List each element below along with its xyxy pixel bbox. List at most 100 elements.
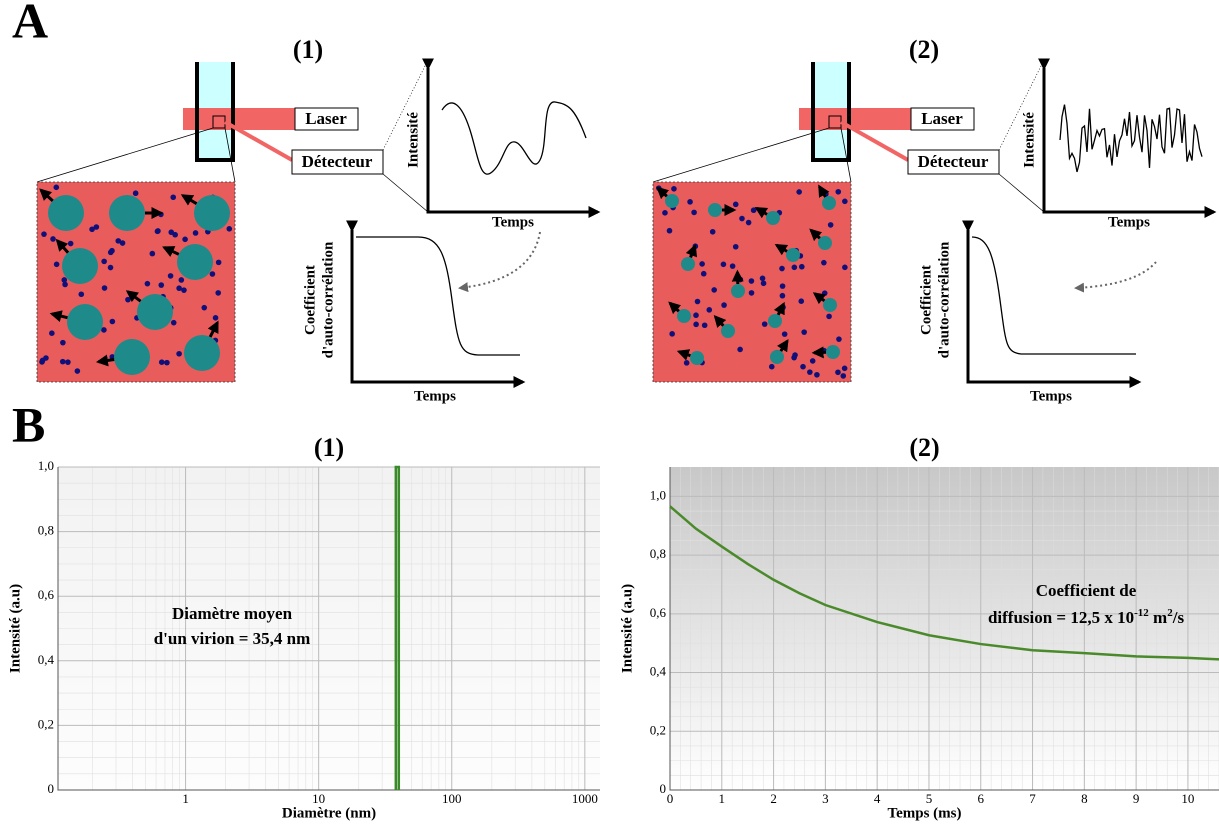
y-tick-label: 0	[48, 781, 55, 796]
diagram-title: (2)	[909, 35, 939, 64]
particle	[731, 284, 745, 298]
solvent-molecule	[796, 189, 802, 195]
annotation-part: m	[1149, 608, 1167, 627]
solvent-molecule	[748, 290, 755, 296]
solvent-molecule	[706, 307, 713, 313]
motion-arrow	[668, 301, 682, 315]
solvent-molecule	[821, 290, 828, 296]
solvent-molecule	[178, 277, 185, 283]
axes	[1038, 58, 1217, 218]
particle	[818, 236, 832, 250]
particle	[109, 195, 145, 231]
solvent-molecule	[800, 363, 806, 370]
laser-box	[910, 107, 975, 131]
motion-arrow	[39, 188, 54, 202]
particle	[62, 248, 98, 284]
motion-arrow	[773, 301, 785, 316]
axis-label: Coefficient	[302, 265, 318, 335]
solvent-molecule	[809, 358, 816, 364]
y-tick-label: 0,2	[38, 716, 54, 731]
laser-label: Laser	[305, 109, 347, 128]
axis-label: Intensité	[1021, 112, 1037, 168]
solvent-molecule	[662, 210, 668, 216]
motion-arrow	[656, 186, 670, 200]
solvent-molecule	[164, 359, 170, 366]
solvent-molecule	[701, 322, 708, 329]
motion-arrow	[754, 206, 769, 219]
zoom-line	[224, 127, 236, 183]
y-tick-label: 0,8	[650, 546, 666, 561]
y-axis-label: Intensité (a.u)	[619, 584, 635, 673]
laser-beam	[799, 108, 911, 130]
x-tick-label: 6	[978, 791, 985, 806]
y-tick-label: 0,4	[38, 652, 55, 667]
solvent-molecule	[687, 199, 693, 205]
motion-arrow	[207, 320, 219, 338]
cuvette-wall	[811, 62, 851, 162]
particle	[768, 314, 782, 328]
solvent-molecule	[43, 355, 49, 361]
motion-arrow	[49, 310, 68, 322]
solvent-molecule	[720, 261, 727, 268]
solvent-molecule	[691, 209, 697, 216]
panel-label: B	[12, 396, 45, 452]
particle	[114, 339, 150, 375]
solvent-molecule	[53, 184, 60, 191]
cuvette-wall	[195, 62, 235, 162]
solvent-molecule	[170, 319, 177, 326]
x-tick-label: 5	[926, 791, 933, 806]
axis-line	[57, 467, 600, 791]
x-axis-label: Diamètre (nm)	[282, 805, 376, 821]
particle	[823, 298, 837, 312]
intensity-trace	[441, 101, 587, 175]
motion-arrow	[777, 338, 789, 353]
solvent-molecule	[67, 240, 74, 247]
annotation: Coefficient de	[1036, 581, 1137, 600]
solvent-molecule	[835, 188, 842, 195]
x-tick-label: 100	[442, 791, 462, 806]
solvent-molecule	[836, 336, 842, 342]
solvent-molecule	[155, 228, 161, 234]
particle	[721, 324, 735, 338]
laser-box	[294, 107, 359, 131]
particle	[137, 294, 173, 330]
solvent-molecule	[215, 290, 222, 296]
detector-label: Détecteur	[302, 152, 373, 171]
solvent-molecule	[101, 327, 107, 333]
solvent-molecule	[826, 313, 832, 320]
detector-box	[907, 149, 1000, 175]
derivation-arrow	[1074, 261, 1157, 293]
y-tick-label: 0,6	[38, 587, 55, 602]
solvent-molecule	[693, 321, 699, 328]
solvent-molecule	[841, 365, 848, 372]
chart-title: (1)	[314, 433, 344, 462]
solvent-molecule	[125, 296, 131, 303]
motion-arrow	[162, 246, 180, 257]
solvent-molecule	[840, 373, 847, 379]
zoom-line	[652, 127, 830, 183]
x-tick-label: 1	[182, 791, 189, 806]
axis-label: Intensité	[405, 112, 421, 168]
solvent-molecule	[768, 363, 775, 370]
x-tick-label: 4	[874, 791, 881, 806]
particle	[766, 211, 780, 225]
solvent-molecule	[760, 280, 767, 287]
acf-curve	[971, 236, 1136, 355]
annotation-part: 2	[1167, 607, 1173, 619]
axis-line	[669, 467, 1219, 791]
x-tick-label: 1	[719, 791, 726, 806]
solvent-molecule	[671, 186, 677, 192]
solvent-molecule	[699, 261, 705, 267]
solvent-molecule	[192, 230, 199, 236]
annotation-part: diffusion = 12,5 x 10	[988, 608, 1134, 627]
solvent-molecule	[669, 331, 675, 337]
detector-link	[998, 173, 1045, 213]
detector-label: Détecteur	[918, 152, 989, 171]
motion-arrow	[818, 184, 830, 198]
annotation-part: -12	[1134, 607, 1149, 619]
solvent-molecule	[709, 228, 716, 235]
solvent-molecule	[61, 277, 68, 283]
solvent-molecule	[737, 346, 743, 353]
axes	[962, 220, 1142, 388]
